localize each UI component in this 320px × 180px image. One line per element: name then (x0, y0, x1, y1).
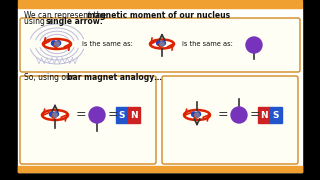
FancyBboxPatch shape (20, 18, 300, 72)
Circle shape (56, 41, 60, 45)
Bar (18, 8, 302, 172)
Bar (18, 166, 302, 172)
Circle shape (54, 112, 59, 116)
Circle shape (160, 42, 164, 46)
Circle shape (231, 107, 247, 123)
Circle shape (55, 42, 59, 46)
Circle shape (50, 112, 54, 116)
Bar (302, 0, 320, 180)
Bar (128, 107, 140, 123)
Text: is the same as:: is the same as: (82, 41, 133, 47)
Text: S: S (119, 111, 125, 120)
Circle shape (159, 43, 163, 47)
Circle shape (52, 41, 56, 46)
Bar (0, 0, 18, 180)
Text: =: = (218, 109, 228, 122)
Text: =: = (108, 109, 118, 122)
FancyBboxPatch shape (162, 76, 298, 164)
Bar (116, 107, 128, 123)
Text: magnetic moment of our nucleus: magnetic moment of our nucleus (87, 11, 230, 20)
Circle shape (53, 113, 57, 117)
Bar (270, 107, 282, 123)
Circle shape (195, 113, 199, 117)
Circle shape (52, 114, 56, 118)
Text: bar magnet analogy…: bar magnet analogy… (67, 73, 162, 82)
Text: We can represent the: We can represent the (24, 11, 108, 20)
Circle shape (157, 41, 161, 45)
Text: single arrow:: single arrow: (46, 17, 103, 26)
Circle shape (192, 112, 196, 116)
Text: =: = (250, 109, 260, 122)
Circle shape (161, 41, 165, 45)
Circle shape (194, 114, 198, 118)
Circle shape (246, 37, 262, 53)
Text: N: N (130, 111, 138, 120)
Circle shape (54, 43, 58, 47)
FancyBboxPatch shape (20, 76, 156, 164)
Circle shape (196, 112, 201, 116)
Text: =: = (76, 109, 86, 122)
Text: N: N (260, 111, 268, 120)
Text: S: S (273, 111, 279, 120)
Bar (18, 0, 302, 8)
Text: is the same as:: is the same as: (182, 41, 233, 47)
Circle shape (89, 107, 105, 123)
Text: using a: using a (24, 17, 54, 26)
Bar (258, 107, 270, 123)
Text: So, using our: So, using our (24, 73, 76, 82)
